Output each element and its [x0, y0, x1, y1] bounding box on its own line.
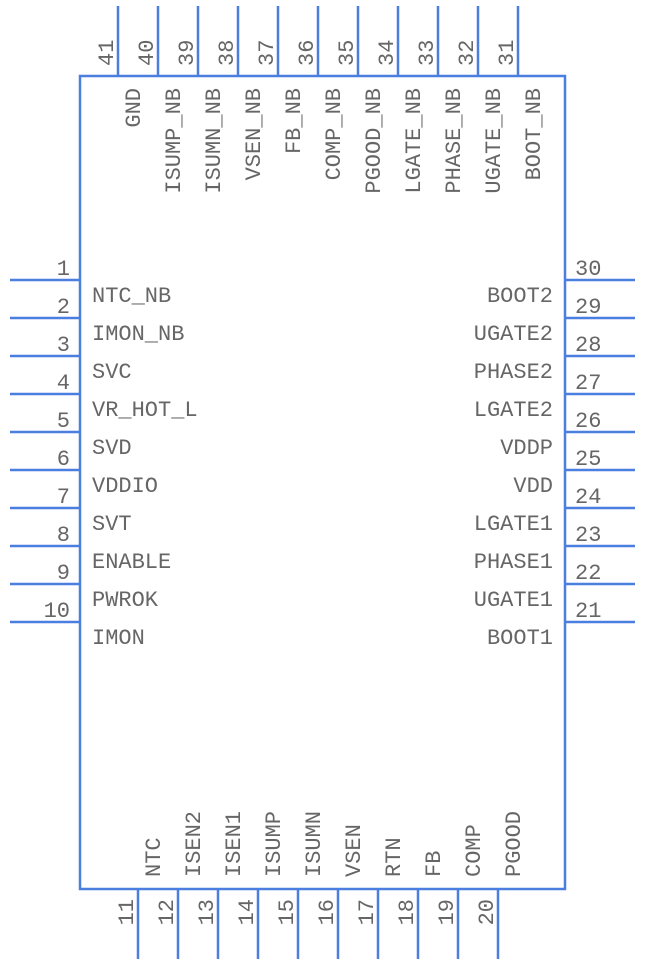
pin-label-GND: GND: [122, 88, 147, 128]
pin-label-PHASE2: PHASE2: [474, 360, 553, 385]
pin-number-21: 21: [575, 599, 601, 624]
pin-label-RTN: RTN: [382, 837, 407, 877]
pin-label-BOOT1: BOOT1: [487, 626, 553, 651]
pin-label-ISUMP: ISUMP: [262, 811, 287, 877]
pin-number-39: 39: [175, 40, 200, 66]
pin-number-2: 2: [57, 295, 70, 320]
pin-label-COMP: COMP: [462, 824, 487, 877]
pin-number-16: 16: [315, 899, 340, 925]
pin-number-36: 36: [295, 40, 320, 66]
pin-number-1: 1: [57, 257, 70, 282]
pin-number-24: 24: [575, 485, 601, 510]
pin-label-ENABLE: ENABLE: [92, 550, 171, 575]
pin-label-UGATE_NB: UGATE_NB: [482, 88, 507, 194]
pin-label-ISUMN: ISUMN: [302, 811, 327, 877]
pin-label-SVC: SVC: [92, 360, 132, 385]
pin-number-32: 32: [455, 40, 480, 66]
pin-label-LGATE_NB: LGATE_NB: [402, 88, 427, 194]
pin-label-PGOOD: PGOOD: [502, 811, 527, 877]
pin-number-37: 37: [255, 40, 280, 66]
pin-label-NTC: NTC: [142, 837, 167, 877]
pin-label-FB: FB: [422, 851, 447, 877]
pin-number-41: 41: [95, 40, 120, 66]
pin-label-BOOT_NB: BOOT_NB: [522, 88, 547, 180]
pin-number-28: 28: [575, 333, 601, 358]
pin-label-ISEN2: ISEN2: [182, 811, 207, 877]
pin-label-LGATE2: LGATE2: [474, 398, 553, 423]
pin-number-29: 29: [575, 295, 601, 320]
pin-label-PGOOD_NB: PGOOD_NB: [362, 88, 387, 194]
pin-number-5: 5: [57, 409, 70, 434]
pin-number-38: 38: [215, 40, 240, 66]
pin-number-13: 13: [195, 899, 220, 925]
pin-number-20: 20: [475, 899, 500, 925]
pin-label-COMP_NB: COMP_NB: [322, 88, 347, 180]
pin-number-23: 23: [575, 523, 601, 548]
pin-label-SVD: SVD: [92, 436, 132, 461]
pin-number-34: 34: [375, 40, 400, 66]
pin-label-BOOT2: BOOT2: [487, 284, 553, 309]
pin-label-ISEN1: ISEN1: [222, 811, 247, 877]
pin-label-VSEN_NB: VSEN_NB: [242, 88, 267, 180]
pin-number-25: 25: [575, 447, 601, 472]
pin-label-PHASE_NB: PHASE_NB: [442, 88, 467, 194]
pin-label-VSEN: VSEN: [342, 824, 367, 877]
pin-label-PWROK: PWROK: [92, 588, 159, 613]
pin-label-VDDIO: VDDIO: [92, 474, 158, 499]
pin-number-27: 27: [575, 371, 601, 396]
pin-number-11: 11: [115, 899, 140, 925]
pin-number-12: 12: [155, 899, 180, 925]
pin-number-18: 18: [395, 899, 420, 925]
pin-number-9: 9: [57, 561, 70, 586]
pin-number-31: 31: [495, 40, 520, 66]
pin-number-40: 40: [135, 40, 160, 66]
pin-number-7: 7: [57, 485, 70, 510]
pin-number-33: 33: [415, 40, 440, 66]
pin-number-4: 4: [57, 371, 70, 396]
pin-number-30: 30: [575, 257, 601, 282]
pin-number-10: 10: [44, 599, 70, 624]
pin-number-3: 3: [57, 333, 70, 358]
pin-label-PHASE1: PHASE1: [474, 550, 553, 575]
pin-number-19: 19: [435, 899, 460, 925]
pin-label-VR_HOT_L: VR_HOT_L: [92, 398, 198, 423]
pin-number-15: 15: [275, 899, 300, 925]
pin-label-UGATE2: UGATE2: [474, 322, 553, 347]
pin-number-6: 6: [57, 447, 70, 472]
pin-number-17: 17: [355, 899, 380, 925]
pin-label-VDD: VDD: [513, 474, 553, 499]
pin-label-IMON: IMON: [92, 626, 145, 651]
pin-label-NTC_NB: NTC_NB: [92, 284, 171, 309]
pin-label-UGATE1: UGATE1: [474, 588, 553, 613]
pin-label-SVT: SVT: [92, 512, 132, 537]
pin-number-8: 8: [57, 523, 70, 548]
pin-number-14: 14: [235, 899, 260, 925]
pin-number-35: 35: [335, 40, 360, 66]
pin-label-LGATE1: LGATE1: [474, 512, 553, 537]
pin-label-ISUMN_NB: ISUMN_NB: [202, 88, 227, 194]
pin-label-IMON_NB: IMON_NB: [92, 322, 184, 347]
pin-label-ISUMP_NB: ISUMP_NB: [162, 88, 187, 194]
pin-number-22: 22: [575, 561, 601, 586]
pin-label-VDDP: VDDP: [500, 436, 553, 461]
pin-number-26: 26: [575, 409, 601, 434]
pin-label-FB_NB: FB_NB: [282, 88, 307, 154]
